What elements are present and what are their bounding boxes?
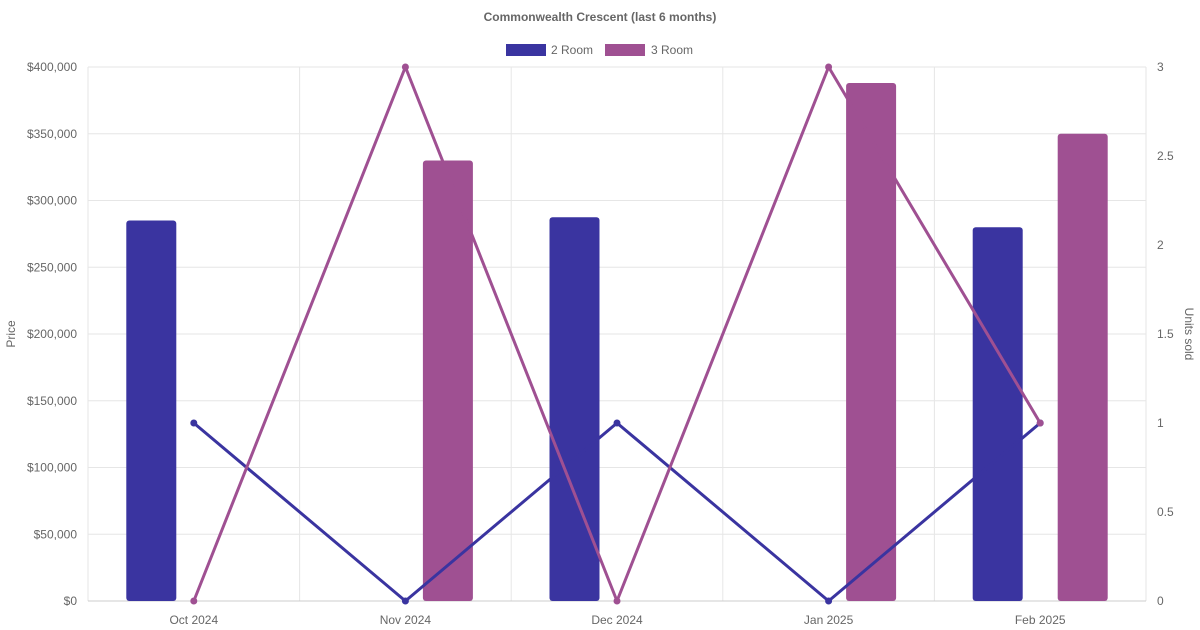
y-tick-label: $250,000: [27, 260, 77, 274]
legend-label-3-room: 3 Room: [651, 43, 693, 57]
y-tick-label: $50,000: [34, 527, 78, 541]
y-axis-title: Price: [4, 320, 18, 348]
x-tick-label: Oct 2024: [169, 613, 218, 627]
y-tick-label: $100,000: [27, 461, 77, 475]
legend-swatch-3-room: [605, 44, 645, 56]
units-point: [190, 597, 198, 605]
x-tick-label: Jan 2025: [804, 613, 854, 627]
y2-tick-label: 1: [1157, 416, 1164, 430]
legend-label-2-room: 2 Room: [551, 43, 593, 57]
bar-3-room: [846, 83, 897, 601]
y-tick-label: $400,000: [27, 60, 77, 74]
legend: 2 Room 3 Room: [506, 43, 693, 57]
x-tick-label: Dec 2024: [591, 613, 643, 627]
bar-2-room: [549, 217, 600, 601]
units-point: [825, 63, 833, 71]
y-tick-label: $350,000: [27, 127, 77, 141]
y2-axis-title: Units sold: [1182, 308, 1196, 361]
bars: [126, 83, 1108, 601]
units-point: [190, 419, 198, 427]
y2-tick-label: 2.5: [1157, 149, 1174, 163]
y-axis-ticks: $0 $50,000 $100,000 $150,000 $200,000 $250,00…: [27, 60, 77, 608]
units-point: [401, 597, 409, 605]
y-tick-label: $200,000: [27, 327, 77, 341]
y-tick-label: $0: [64, 594, 78, 608]
units-point: [401, 63, 409, 71]
x-axis-ticks: Oct 2024 Nov 2024 Dec 2024 Jan 2025 Feb 2025: [169, 613, 1065, 627]
bar-2-room: [126, 220, 177, 601]
chart-title: Commonwealth Crescent (last 6 months): [484, 10, 717, 24]
bar-2-room: [972, 227, 1023, 601]
y-tick-label: $300,000: [27, 194, 77, 208]
y-tick-label: $150,000: [27, 394, 77, 408]
bar-3-room: [422, 160, 473, 601]
y2-axis-ticks: 0 0.5 1 1.5 2 2.5 3: [1157, 60, 1174, 608]
units-point: [1036, 419, 1044, 427]
y2-tick-label: 0: [1157, 594, 1164, 608]
lines: [190, 63, 1044, 605]
y2-tick-label: 0.5: [1157, 505, 1174, 519]
x-tick-label: Feb 2025: [1015, 613, 1066, 627]
y2-tick-label: 3: [1157, 60, 1164, 74]
y2-tick-label: 1.5: [1157, 327, 1174, 341]
units-line-1: [192, 421, 1042, 603]
legend-swatch-2-room: [506, 44, 546, 56]
units-point: [613, 419, 621, 427]
bar-3-room: [1057, 133, 1108, 601]
units-point: [825, 597, 833, 605]
x-tick-label: Nov 2024: [380, 613, 432, 627]
y2-tick-label: 2: [1157, 238, 1164, 252]
units-point: [613, 597, 621, 605]
